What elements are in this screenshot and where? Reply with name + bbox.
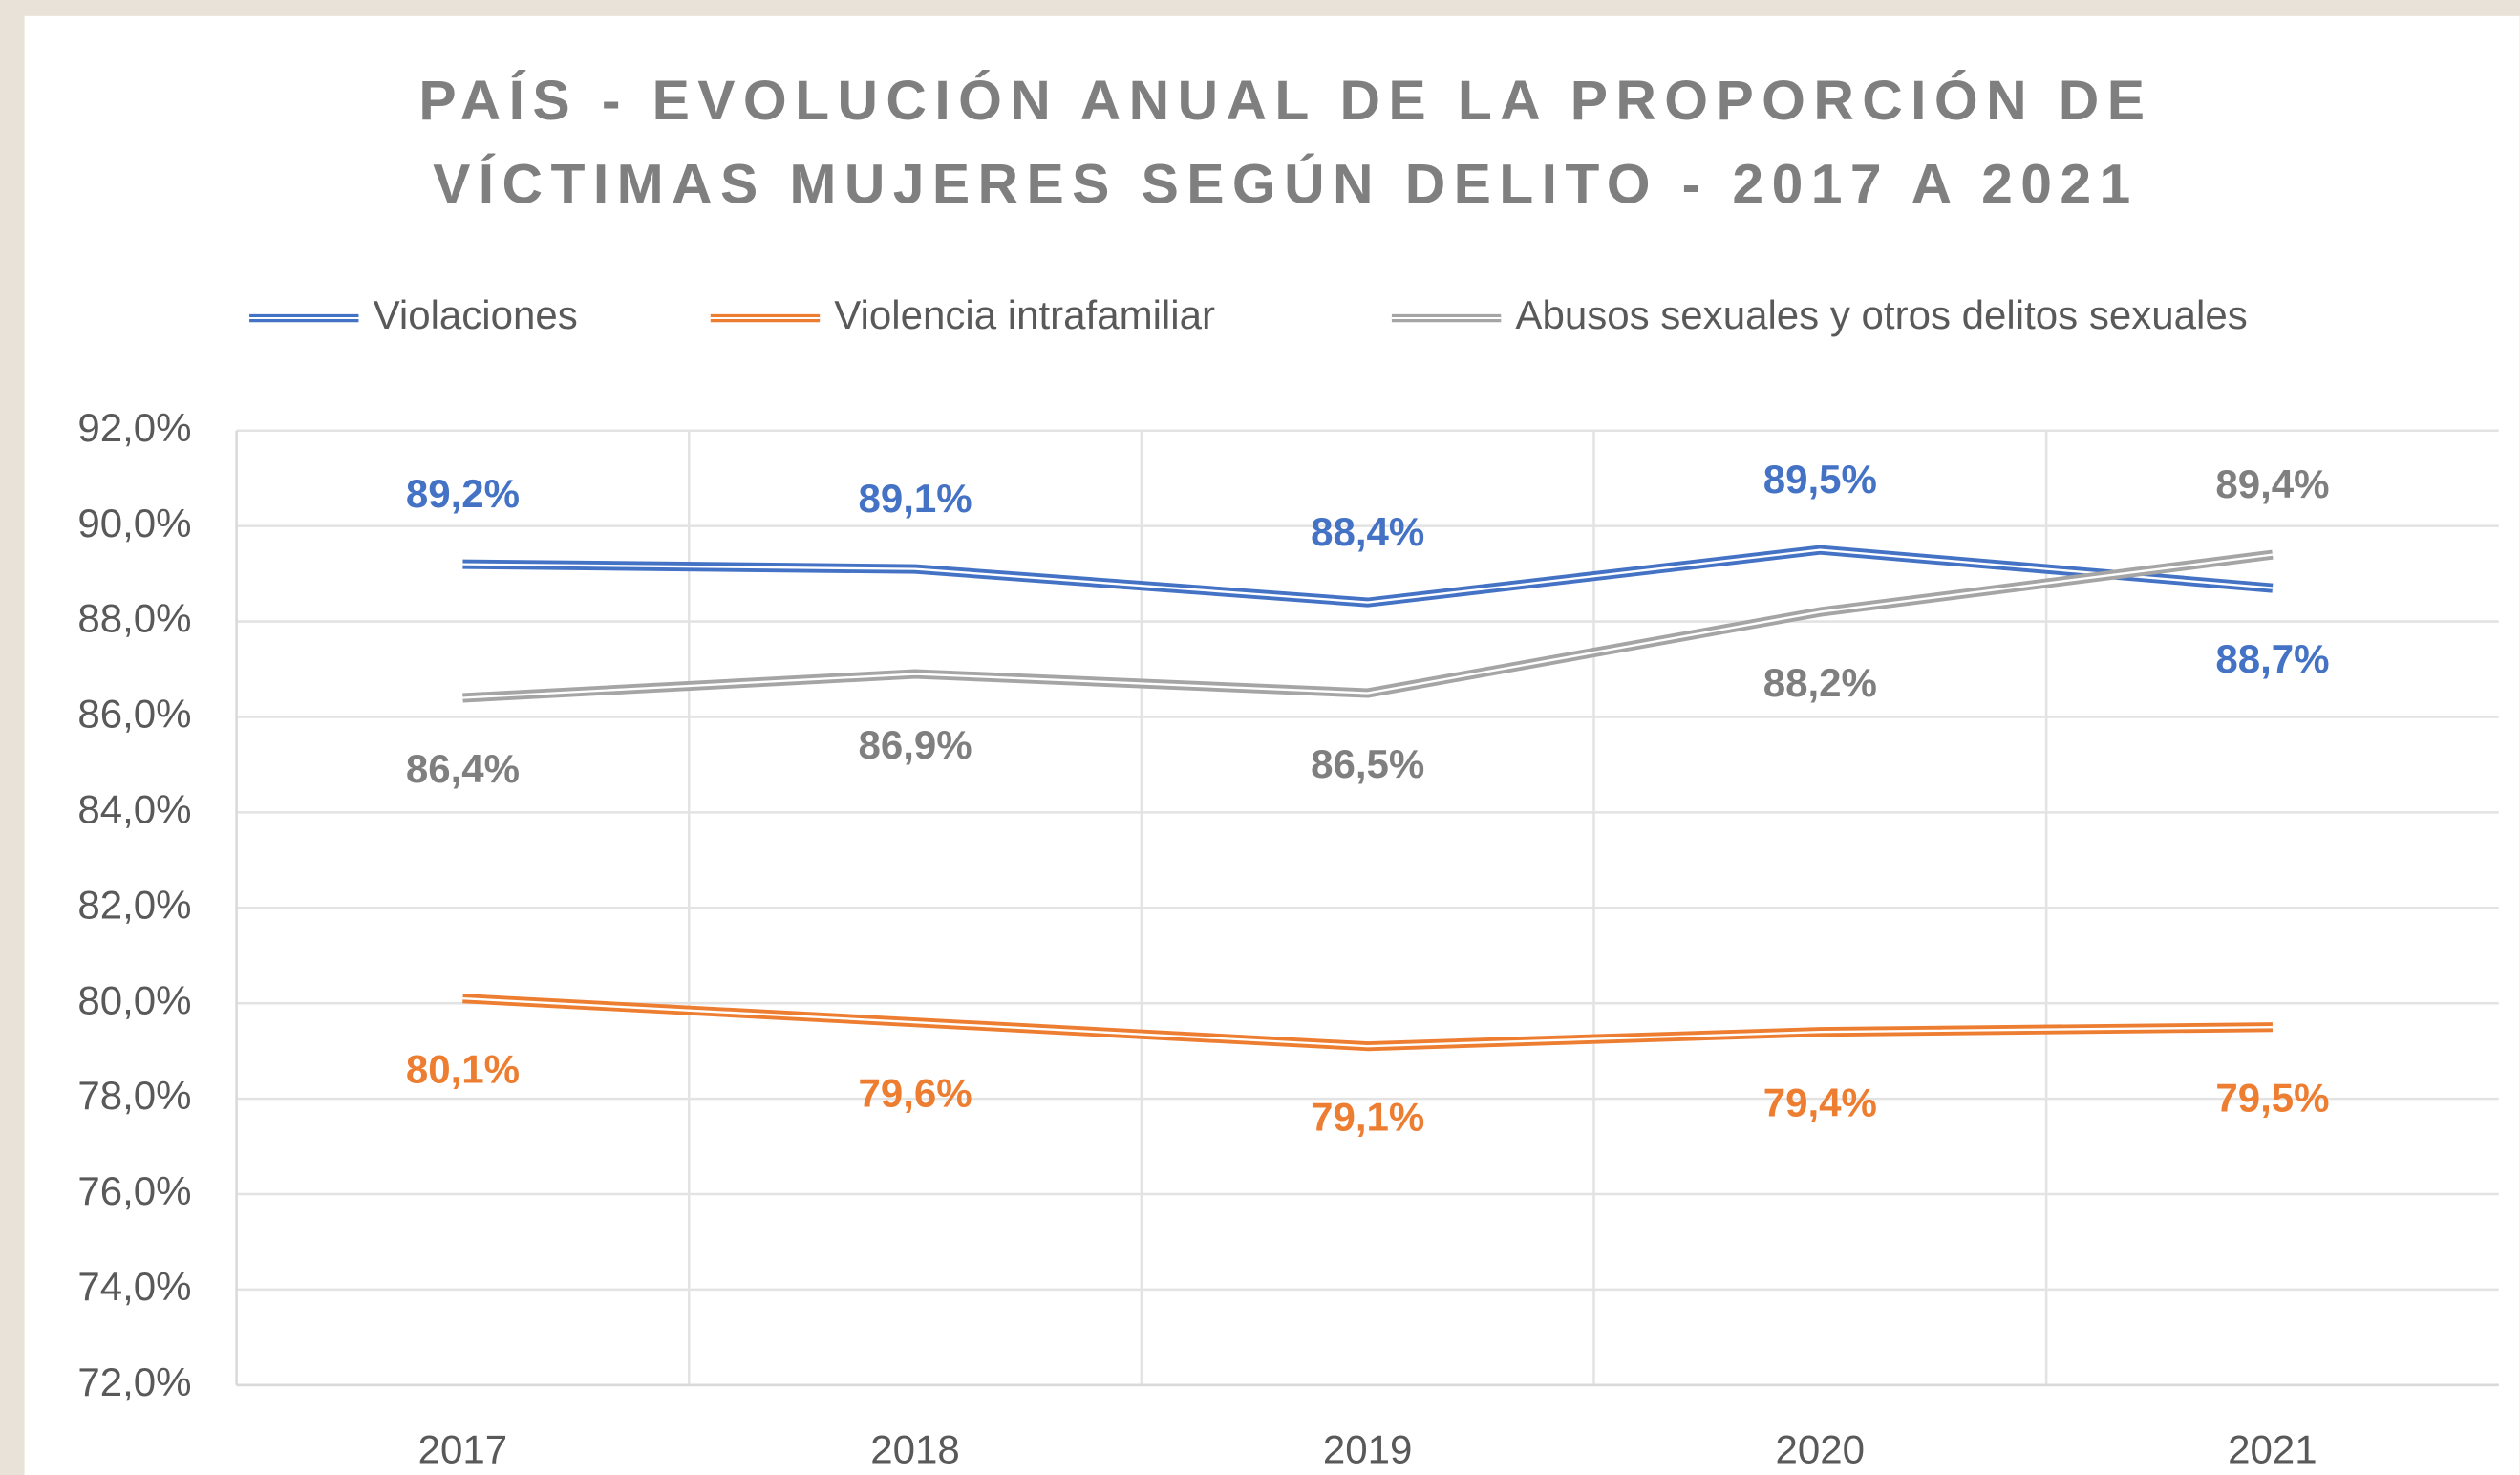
y-tick-label: 80,0% xyxy=(77,977,191,1022)
chart-card xyxy=(24,15,2520,1475)
legend-label: Violaciones xyxy=(374,292,578,337)
series-line-highlight xyxy=(462,548,2274,604)
series-line-highlight xyxy=(462,553,2274,699)
x-tick-label: 2019 xyxy=(1323,1427,1413,1472)
x-tick-label: 2018 xyxy=(870,1427,960,1472)
y-tick-label: 74,0% xyxy=(77,1264,191,1309)
data-label: 88,7% xyxy=(2215,636,2329,681)
data-label: 80,1% xyxy=(406,1047,520,1092)
legend-label: Abusos sexuales y otros delitos sexuales xyxy=(1515,292,2247,337)
data-label: 89,1% xyxy=(858,476,972,521)
y-tick-label: 92,0% xyxy=(77,405,191,450)
y-tick-label: 72,0% xyxy=(77,1359,191,1404)
y-tick-label: 86,0% xyxy=(77,692,191,737)
y-tick-label: 82,0% xyxy=(77,882,191,927)
data-label: 86,9% xyxy=(858,722,972,767)
y-tick-label: 90,0% xyxy=(77,501,191,545)
data-label: 79,5% xyxy=(2215,1076,2329,1121)
x-tick-label: 2021 xyxy=(2228,1427,2317,1472)
x-tick-label: 2017 xyxy=(418,1427,508,1472)
y-tick-label: 76,0% xyxy=(77,1168,191,1213)
data-label: 79,1% xyxy=(1311,1095,1424,1140)
y-tick-label: 88,0% xyxy=(77,596,191,641)
data-label: 89,5% xyxy=(1763,457,1877,502)
series-line-highlight xyxy=(462,997,2273,1048)
data-label: 86,4% xyxy=(406,746,520,791)
x-tick-label: 2020 xyxy=(1776,1427,1866,1472)
data-label: 79,4% xyxy=(1763,1080,1877,1125)
data-label: 79,6% xyxy=(858,1071,972,1116)
data-label: 89,2% xyxy=(406,471,520,516)
chart-title: VÍCTIMAS MUJERES SEGÚN DELITO - 2017 A 2… xyxy=(433,152,2139,215)
chart-title: PAÍS - EVOLUCIÓN ANUAL DE LA PROPORCIÓN … xyxy=(418,69,2152,132)
legend-label: Violencia intrafamiliar xyxy=(834,292,1215,337)
y-tick-label: 78,0% xyxy=(77,1073,191,1118)
y-tick-label: 84,0% xyxy=(77,786,191,831)
data-label: 86,5% xyxy=(1311,741,1424,786)
data-label: 88,4% xyxy=(1311,509,1424,554)
data-label: 88,2% xyxy=(1763,660,1877,705)
data-label: 89,4% xyxy=(2215,461,2329,506)
